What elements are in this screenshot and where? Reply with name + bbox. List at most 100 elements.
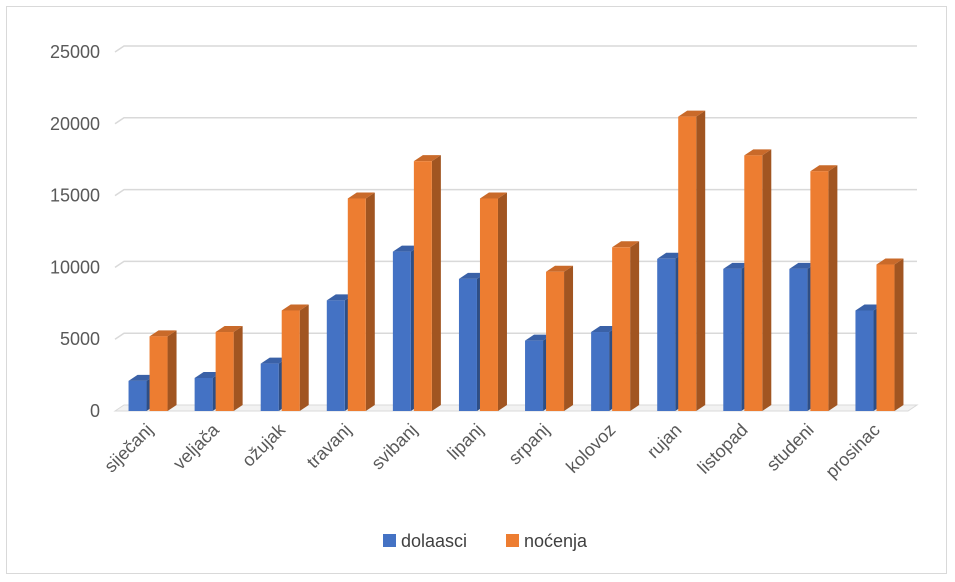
bar-nocenja	[347, 192, 375, 411]
bar-front	[723, 268, 742, 411]
legend-label: noćenja	[524, 531, 588, 551]
bar-top	[678, 110, 706, 117]
bar-nocenja	[744, 149, 772, 411]
bar-front	[392, 251, 411, 411]
bar-nocenja	[149, 330, 177, 411]
bar-front	[128, 380, 147, 411]
gridlines	[113, 45, 919, 412]
bar-top	[149, 330, 177, 337]
bar-top	[789, 262, 817, 269]
y-tick-label: 10000	[50, 257, 100, 277]
x-axis: siječanj veljača ožujak travanj svibanj lipan…	[100, 419, 884, 482]
bar-nocenja	[810, 165, 838, 411]
bar-front	[525, 340, 544, 411]
bar-top	[392, 245, 420, 252]
bar-top	[194, 371, 222, 378]
bar-nocenja	[281, 304, 309, 411]
bar-front	[810, 171, 829, 411]
bar-top	[525, 334, 553, 341]
x-tick-label: lipanj	[443, 420, 487, 464]
y-tick-label: 5000	[60, 329, 100, 349]
legend-swatch	[383, 534, 396, 547]
floor	[113, 404, 919, 412]
bar-side	[894, 258, 904, 411]
bar-top	[591, 326, 619, 333]
bar-top	[657, 252, 685, 259]
bar-top	[876, 258, 904, 265]
bars	[128, 110, 904, 412]
bar-front	[612, 247, 631, 411]
bar-top	[744, 149, 772, 156]
bar-nocenja	[876, 258, 904, 411]
x-tick-label: prosinac	[822, 420, 884, 482]
bar-front	[657, 258, 676, 411]
bar-front	[347, 198, 366, 411]
bar-side	[762, 149, 772, 411]
y-tick-label: 25000	[50, 42, 100, 62]
bar-front	[855, 310, 874, 411]
bar-side	[233, 326, 243, 411]
bar-front	[744, 155, 763, 411]
bar-top	[810, 165, 838, 172]
bar-nocenja	[215, 326, 243, 411]
bar-top	[347, 192, 375, 199]
bar-front	[678, 116, 697, 412]
x-tick-label: veljača	[169, 419, 223, 473]
bar-front	[149, 336, 168, 411]
bar-nocenja	[678, 110, 706, 412]
x-tick-label: kolovoz	[562, 420, 619, 477]
gridline	[114, 188, 917, 197]
y-tick-label: 0	[90, 401, 100, 421]
bar-front	[326, 300, 345, 411]
bar-top	[260, 357, 288, 364]
bar-front	[215, 332, 234, 411]
bar-front	[789, 268, 808, 411]
bar-front	[458, 278, 477, 411]
bar-nocenja	[612, 241, 640, 411]
bar-front	[546, 271, 565, 411]
bar-top	[479, 192, 507, 199]
bar-top	[723, 262, 751, 269]
x-tick-label: listopad	[694, 420, 752, 478]
bar-side	[497, 192, 507, 411]
legend-label: dolaasci	[401, 531, 467, 551]
bar-front	[281, 310, 300, 411]
bar-nocenja	[479, 192, 507, 411]
bar-front	[413, 161, 432, 411]
bar-front	[194, 377, 213, 411]
bar-side	[696, 110, 706, 412]
x-tick-label: ožujak	[238, 419, 290, 471]
x-tick-label: siječanj	[100, 420, 157, 477]
y-tick-label: 20000	[50, 114, 100, 134]
bar-top	[128, 374, 156, 381]
bar-side	[828, 165, 838, 411]
legend: dolaasci noćenja	[383, 531, 588, 551]
bar-nocenja	[413, 155, 441, 411]
bar-side	[431, 155, 441, 411]
y-axis: 0 5000 10000 15000 20000 25000	[50, 42, 100, 421]
bar-front	[591, 332, 610, 411]
gridline	[114, 260, 917, 269]
bar-nocenja	[546, 265, 574, 411]
x-tick-label: studeni	[763, 420, 818, 475]
bar-top	[326, 294, 354, 301]
gridline	[114, 117, 917, 125]
bar-side	[167, 330, 177, 411]
bar-side	[299, 304, 309, 411]
bar-top	[458, 272, 486, 279]
gridline	[114, 45, 917, 53]
bar-side	[564, 265, 574, 411]
bar-top	[855, 304, 883, 311]
bar-side	[630, 241, 640, 411]
bar-top	[215, 326, 243, 333]
x-tick-label: travanj	[303, 420, 355, 472]
bar-top	[546, 265, 574, 272]
bar-front	[479, 198, 498, 411]
bar-top	[612, 241, 640, 248]
x-tick-label: rujan	[643, 420, 685, 462]
x-tick-label: srpanj	[505, 420, 554, 469]
gridline	[114, 332, 917, 340]
bar-top	[281, 304, 309, 311]
bar-top	[413, 155, 441, 162]
